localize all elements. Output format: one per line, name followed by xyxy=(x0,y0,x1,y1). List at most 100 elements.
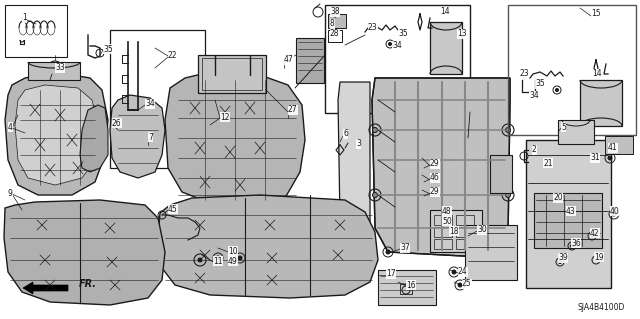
Circle shape xyxy=(372,192,378,197)
Bar xyxy=(490,155,512,193)
Text: 36: 36 xyxy=(571,239,580,248)
Text: 9: 9 xyxy=(8,189,13,197)
Bar xyxy=(110,30,205,168)
Text: 34: 34 xyxy=(529,92,539,100)
Text: 16: 16 xyxy=(406,280,415,290)
Circle shape xyxy=(198,258,202,262)
Text: 6: 6 xyxy=(343,130,348,138)
Circle shape xyxy=(559,261,561,263)
Text: 29: 29 xyxy=(430,188,440,197)
Polygon shape xyxy=(4,200,165,305)
Bar xyxy=(465,225,517,280)
Text: 27: 27 xyxy=(288,106,298,115)
Bar xyxy=(430,210,482,252)
Bar xyxy=(456,215,474,225)
Text: 7: 7 xyxy=(148,132,153,142)
Bar xyxy=(434,239,452,249)
Text: 14: 14 xyxy=(592,70,602,78)
Circle shape xyxy=(136,108,140,112)
Text: 40: 40 xyxy=(610,206,620,216)
Text: 1: 1 xyxy=(22,13,27,23)
Text: 38: 38 xyxy=(330,8,340,17)
Bar xyxy=(456,227,474,237)
Circle shape xyxy=(452,270,456,274)
Text: 24: 24 xyxy=(458,268,468,277)
Bar xyxy=(534,193,602,248)
Text: 23: 23 xyxy=(368,23,378,32)
Bar xyxy=(434,227,452,237)
Bar xyxy=(456,239,474,249)
Bar xyxy=(5,5,67,57)
Bar xyxy=(202,58,262,90)
Bar xyxy=(198,55,266,93)
Circle shape xyxy=(53,66,57,70)
Text: 30: 30 xyxy=(477,226,487,234)
FancyArrow shape xyxy=(23,282,68,294)
Polygon shape xyxy=(165,72,305,208)
Bar xyxy=(296,38,324,83)
Text: 18: 18 xyxy=(449,226,458,235)
Text: 33: 33 xyxy=(55,63,65,72)
Text: 34: 34 xyxy=(392,41,402,50)
Bar xyxy=(580,80,622,126)
Bar xyxy=(328,30,342,42)
Text: 35: 35 xyxy=(103,44,113,54)
Text: 35: 35 xyxy=(398,29,408,39)
Text: 5: 5 xyxy=(561,122,566,131)
Bar xyxy=(526,140,611,288)
Text: 3: 3 xyxy=(356,139,361,149)
Text: 25: 25 xyxy=(462,279,472,288)
Text: 10: 10 xyxy=(228,247,237,256)
Text: 45: 45 xyxy=(168,204,178,213)
Text: 4: 4 xyxy=(8,122,13,131)
Circle shape xyxy=(612,146,616,150)
Text: 8: 8 xyxy=(330,19,335,28)
Text: 35: 35 xyxy=(535,79,545,88)
Circle shape xyxy=(570,244,573,248)
Circle shape xyxy=(372,128,378,132)
Polygon shape xyxy=(372,78,510,258)
Text: 39: 39 xyxy=(558,254,568,263)
Bar xyxy=(325,5,470,113)
Circle shape xyxy=(216,256,220,260)
Text: 13: 13 xyxy=(457,29,467,39)
Circle shape xyxy=(608,156,612,160)
Bar xyxy=(558,120,594,144)
Bar xyxy=(430,22,462,74)
Circle shape xyxy=(458,283,462,287)
Polygon shape xyxy=(338,82,370,256)
Polygon shape xyxy=(158,195,378,298)
Text: 17: 17 xyxy=(386,270,396,278)
Polygon shape xyxy=(15,85,98,185)
Text: 23: 23 xyxy=(519,70,529,78)
Text: 47: 47 xyxy=(284,56,294,64)
Text: 48: 48 xyxy=(442,206,452,216)
Circle shape xyxy=(591,234,593,238)
Bar xyxy=(434,215,452,225)
Text: 43: 43 xyxy=(566,206,576,216)
Text: 31: 31 xyxy=(590,153,600,162)
Text: FR.: FR. xyxy=(79,279,97,289)
Text: 28: 28 xyxy=(330,29,339,39)
Bar xyxy=(605,136,633,154)
Circle shape xyxy=(386,250,390,254)
Bar xyxy=(400,284,412,294)
Text: 21: 21 xyxy=(543,159,552,167)
Text: 2: 2 xyxy=(532,145,537,154)
Circle shape xyxy=(388,42,392,46)
Polygon shape xyxy=(110,95,165,178)
Text: 15: 15 xyxy=(591,10,600,19)
Polygon shape xyxy=(5,72,108,195)
Bar xyxy=(28,62,80,80)
Polygon shape xyxy=(80,105,108,172)
Text: SJA4B4100D: SJA4B4100D xyxy=(578,303,625,313)
Circle shape xyxy=(506,192,511,197)
Text: 29: 29 xyxy=(430,160,440,168)
Bar xyxy=(328,14,346,28)
Text: 41: 41 xyxy=(608,144,618,152)
Circle shape xyxy=(612,212,616,216)
Bar xyxy=(508,5,636,135)
Text: 19: 19 xyxy=(594,253,604,262)
Text: 12: 12 xyxy=(220,113,230,122)
Text: 22: 22 xyxy=(168,51,177,61)
